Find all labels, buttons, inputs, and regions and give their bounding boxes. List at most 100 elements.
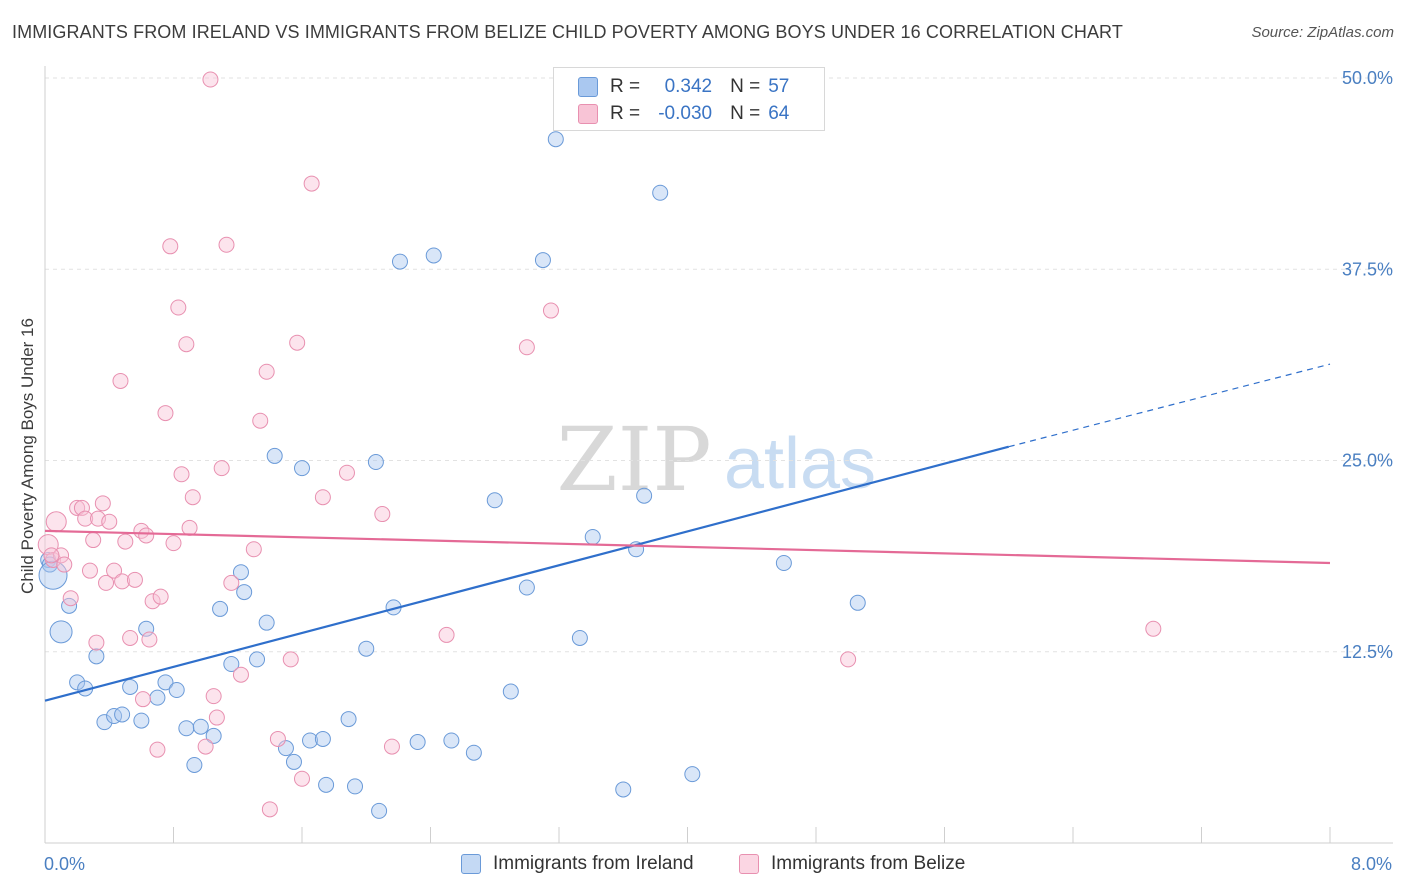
ireland-point [236,584,253,601]
belize-point [45,511,67,533]
belize-point [56,556,73,573]
belize-point [112,372,129,389]
ireland-point [502,683,519,700]
belize-point [314,489,331,506]
x-tick-label: 0.0% [44,854,85,874]
belize-point [840,651,857,668]
trend-line-ireland [44,445,1010,702]
legend-r-value-belize: -0.030 [658,103,713,124]
belize-point [165,535,182,552]
belize-point [133,522,150,539]
ireland-point [425,247,442,264]
tick-labels: 12.5% 25.0% 37.5% 50.0% 0.0% 8.0% [44,68,1393,874]
belize-point [202,71,219,88]
trend-lines [44,363,1331,702]
grid-lines [45,77,1392,653]
belize-point [152,588,169,605]
ireland-point [314,730,331,747]
legend-row-belize: R = -0.030 N = 64 [578,101,789,127]
legend-r-label: R = [610,76,641,97]
ireland-point [285,753,302,770]
ireland-point [347,778,364,795]
belize-point [338,464,355,481]
belize-point [205,688,222,705]
watermark: ZIP atlas [556,408,876,511]
belize-point [282,651,299,668]
ireland-point [636,487,653,504]
belize-point [213,460,230,477]
bottom-legend-label-ireland: Immigrants from Ireland [493,853,694,874]
belize-point [170,299,187,316]
belize-point [374,506,391,523]
source-credit: Source: ZipAtlas.com [1251,24,1394,41]
belize-point [122,629,139,646]
legend-r-value-ireland: 0.342 [664,76,713,97]
belize-point [383,738,400,755]
ireland-point [318,776,335,793]
belize-point [261,801,278,818]
ireland-point [684,766,701,783]
belize-point [269,730,286,747]
legend-n-label: N = [730,103,761,124]
ireland-point [223,655,240,672]
ireland-point [149,689,166,706]
belize-point [542,302,559,319]
belize-point [208,709,225,726]
belize-point [178,336,195,353]
ireland-point [186,756,203,773]
ireland-point [518,579,535,596]
belize-point [197,738,214,755]
belize-point [77,510,94,527]
belize-point [245,541,262,558]
belize-point [126,571,143,588]
belize-point [141,631,158,648]
belize-point [157,405,174,422]
ireland-point [615,781,632,798]
bottom-legend-belize: Immigrants from Belize [739,852,965,876]
belize-point [289,334,306,351]
y-tick-label: 25.0% [1342,451,1393,471]
ireland-point [486,492,503,509]
ireland-point [49,620,73,644]
belize-point [69,499,86,516]
ireland-point [258,614,275,631]
legend-swatch-belize [578,104,598,124]
belize-point [303,175,320,192]
ireland-point [849,594,866,611]
ireland-point [138,620,155,637]
belize-point [73,499,90,516]
ireland-point [205,727,222,744]
ireland-point [178,720,195,737]
ireland-point [371,802,388,819]
legend-swatch-ireland [578,77,598,97]
ireland-point [534,252,551,269]
ireland-point [584,529,601,545]
belize-point [98,574,115,591]
belize-point [144,593,161,610]
bottom-legend-swatch-belize [739,854,759,874]
legend-r-label: R = [610,103,641,124]
ireland-point [409,734,426,751]
belize-point [94,495,111,512]
belize-point [173,466,190,483]
belize-point [62,590,79,607]
ireland-point [465,744,482,761]
belize-point [81,562,98,579]
belize-point [53,547,70,564]
series-belize [37,71,1162,818]
watermark-atlas: atlas [724,424,876,504]
ireland-point [367,454,384,471]
ireland-point [133,712,150,729]
belize-point [181,519,198,536]
ireland-point [38,560,68,590]
series-ireland [38,131,866,819]
belize-point [162,238,179,255]
belize-point [232,666,249,683]
ireland-point [571,629,588,646]
ireland-point [443,732,460,749]
y-tick-label: 12.5% [1342,642,1393,662]
ireland-point [547,131,564,148]
belize-point [258,363,275,380]
ireland-point [340,711,357,728]
ireland-point [88,648,105,665]
